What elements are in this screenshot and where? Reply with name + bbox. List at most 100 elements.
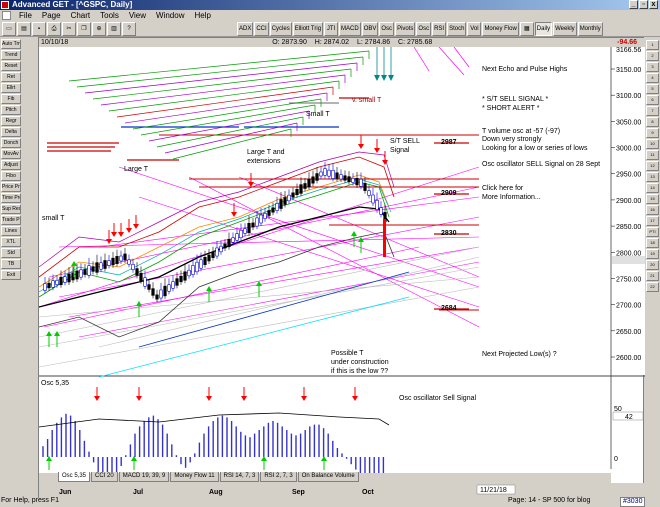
toolbar-osc2-button[interactable]: Osc xyxy=(416,21,432,36)
toolbar-pivots-button[interactable]: Pivots xyxy=(395,21,416,36)
right-tool-17[interactable]: PTI xyxy=(646,227,659,237)
right-tool-10[interactable]: 11 xyxy=(646,150,659,160)
right-tool-21[interactable]: 21 xyxy=(646,271,659,281)
status-page: Page: 14 - SP 500 for blog xyxy=(508,497,591,504)
menu-page[interactable]: Page xyxy=(41,11,61,20)
right-tool-13[interactable]: 14 xyxy=(646,183,659,193)
grid-icon[interactable]: ▦ xyxy=(519,21,534,36)
right-tool-14[interactable]: 15 xyxy=(646,194,659,204)
left-tool-3[interactable]: Ret xyxy=(1,72,21,82)
open-icon[interactable]: ▤ xyxy=(17,21,31,36)
left-tool-21[interactable]: Exit xyxy=(1,270,21,280)
candle-body xyxy=(47,282,51,289)
left-tool-7[interactable]: Regr xyxy=(1,116,21,126)
cut-icon[interactable]: ✂ xyxy=(62,21,76,36)
right-tool-18[interactable]: 18 xyxy=(646,238,659,248)
left-tool-13[interactable]: Price Proj xyxy=(1,182,21,192)
left-tool-16[interactable]: Trade Profile xyxy=(1,215,21,225)
period-monthly-button[interactable]: Monthly xyxy=(577,21,603,36)
save-icon[interactable]: ▪ xyxy=(32,21,46,36)
left-tool-6[interactable]: Pitch xyxy=(1,105,21,115)
right-tool-1[interactable]: 2 xyxy=(646,51,659,61)
right-tool-8[interactable]: 9 xyxy=(646,128,659,138)
toolbar-cci-button[interactable]: CCI xyxy=(254,21,269,36)
toolbar-obv-button[interactable]: OBV xyxy=(361,21,379,36)
menu-window[interactable]: Window xyxy=(156,11,185,20)
left-tool-4[interactable]: Ellrt xyxy=(1,83,21,93)
right-tool-2[interactable]: 3 xyxy=(646,62,659,72)
close-button[interactable]: x xyxy=(649,0,658,9)
right-tool-6[interactable]: 7 xyxy=(646,106,659,116)
menu-tools[interactable]: Tools xyxy=(100,11,119,20)
toolbar-jti-button[interactable]: JTI xyxy=(324,21,339,36)
indicator-tab-6[interactable]: On Balance Volume xyxy=(297,472,359,482)
left-tool-0[interactable]: Auto Trnd xyxy=(1,39,21,49)
minimize-button[interactable]: _ xyxy=(629,0,638,9)
left-tool-5[interactable]: Fib xyxy=(1,94,21,104)
chart-window[interactable]: 10/10/18 O: 2873.90 H: 2874.02 L: 2784.8… xyxy=(38,37,645,499)
right-tool-22[interactable]: 22 xyxy=(646,282,659,292)
toolbar-macd-button[interactable]: MACD xyxy=(339,21,361,36)
toolbar-elliott-button[interactable]: Elliott Trig xyxy=(292,21,324,36)
indicator-tab-4[interactable]: RSI 14, 7, 3 xyxy=(219,472,260,482)
toolbar-vol-button[interactable]: Vol xyxy=(467,21,482,36)
menu-help[interactable]: Help xyxy=(194,11,211,20)
price-chart[interactable]: 3150.00 3100.00 3050.00 3000.00 2950.00 2900.… xyxy=(39,47,645,499)
candle-body xyxy=(247,223,251,233)
left-tool-20[interactable]: TB xyxy=(1,259,21,269)
ohlc-header: 10/10/18 O: 2873.90 H: 2874.02 L: 2784.8… xyxy=(39,38,645,47)
left-tool-9[interactable]: Donch xyxy=(1,138,21,148)
left-tool-14[interactable]: Time Proj xyxy=(1,193,21,203)
toolbar-osc-button[interactable]: Osc xyxy=(379,21,395,36)
new-icon[interactable]: ▭ xyxy=(2,21,16,36)
indicator-tab-3[interactable]: Money Flow 11 xyxy=(170,472,219,482)
osc-current-box xyxy=(612,411,644,421)
copy-icon[interactable]: ❐ xyxy=(77,21,91,36)
left-tool-1[interactable]: Trend xyxy=(1,50,21,60)
right-tool-12[interactable]: 13 xyxy=(646,172,659,182)
right-tool-7[interactable]: 8 xyxy=(646,117,659,127)
indicator-tab-5[interactable]: RSI 2, 7, 3 xyxy=(260,472,297,482)
candle-body xyxy=(83,269,87,275)
left-tool-12[interactable]: Fibo xyxy=(1,171,21,181)
right-tool-16[interactable]: 17 xyxy=(646,216,659,226)
right-tool-0[interactable]: 1 xyxy=(646,40,659,50)
right-tool-4[interactable]: 5 xyxy=(646,84,659,94)
document-icon[interactable] xyxy=(2,11,11,20)
left-tool-17[interactable]: Lines xyxy=(1,226,21,236)
toolbar-moneyflow-button[interactable]: Money Flow xyxy=(482,21,519,36)
toolbar-cycles-button[interactable]: Cycles xyxy=(269,21,292,36)
left-tool-15[interactable]: Sup Res xyxy=(1,204,21,214)
indicator-tab-2[interactable]: MACD 19, 39, 9 xyxy=(118,472,170,482)
right-tool-5[interactable]: 6 xyxy=(646,95,659,105)
menu-view[interactable]: View xyxy=(128,11,147,20)
left-tool-10[interactable]: MovAv xyxy=(1,149,21,159)
print-icon[interactable]: ⎙ xyxy=(47,21,61,36)
right-tool-3[interactable]: 4 xyxy=(646,73,659,83)
indicator-tab-0[interactable]: Osc 5,35 xyxy=(58,472,91,482)
toolbar-rsi-button[interactable]: RSI xyxy=(432,21,447,36)
left-tool-8[interactable]: Delta xyxy=(1,127,21,137)
right-tool-11[interactable]: 12 xyxy=(646,161,659,171)
left-tool-11[interactable]: Adjust xyxy=(1,160,21,170)
left-tool-2[interactable]: Reset xyxy=(1,61,21,71)
toolbar-adx-button[interactable]: ADX xyxy=(237,21,254,36)
left-tool-18[interactable]: XTL xyxy=(1,237,21,247)
indicator-tab-1[interactable]: CCI 20 xyxy=(91,472,118,482)
help-icon[interactable]: ? xyxy=(122,21,136,36)
period-weekly-button[interactable]: Weekly xyxy=(553,21,577,36)
restore-button[interactable]: ▫ xyxy=(639,0,648,9)
right-tool-15[interactable]: 16 xyxy=(646,205,659,215)
period-daily-button[interactable]: Daily xyxy=(534,21,553,36)
right-tool-20[interactable]: 20 xyxy=(646,260,659,270)
menu-chart[interactable]: Chart xyxy=(70,11,91,20)
click-info-label-1[interactable]: Click here for xyxy=(482,185,524,192)
right-tool-19[interactable]: 19 xyxy=(646,249,659,259)
toolbar-stoch-button[interactable]: Stoch xyxy=(447,21,467,36)
zoom-icon[interactable]: ⊕ xyxy=(92,21,106,36)
menu-file[interactable]: File xyxy=(19,11,32,20)
right-tool-9[interactable]: 10 xyxy=(646,139,659,149)
left-tool-19[interactable]: Std xyxy=(1,248,21,258)
chart-icon[interactable]: ▥ xyxy=(107,21,121,36)
click-info-label-2[interactable]: More Information... xyxy=(482,194,541,201)
